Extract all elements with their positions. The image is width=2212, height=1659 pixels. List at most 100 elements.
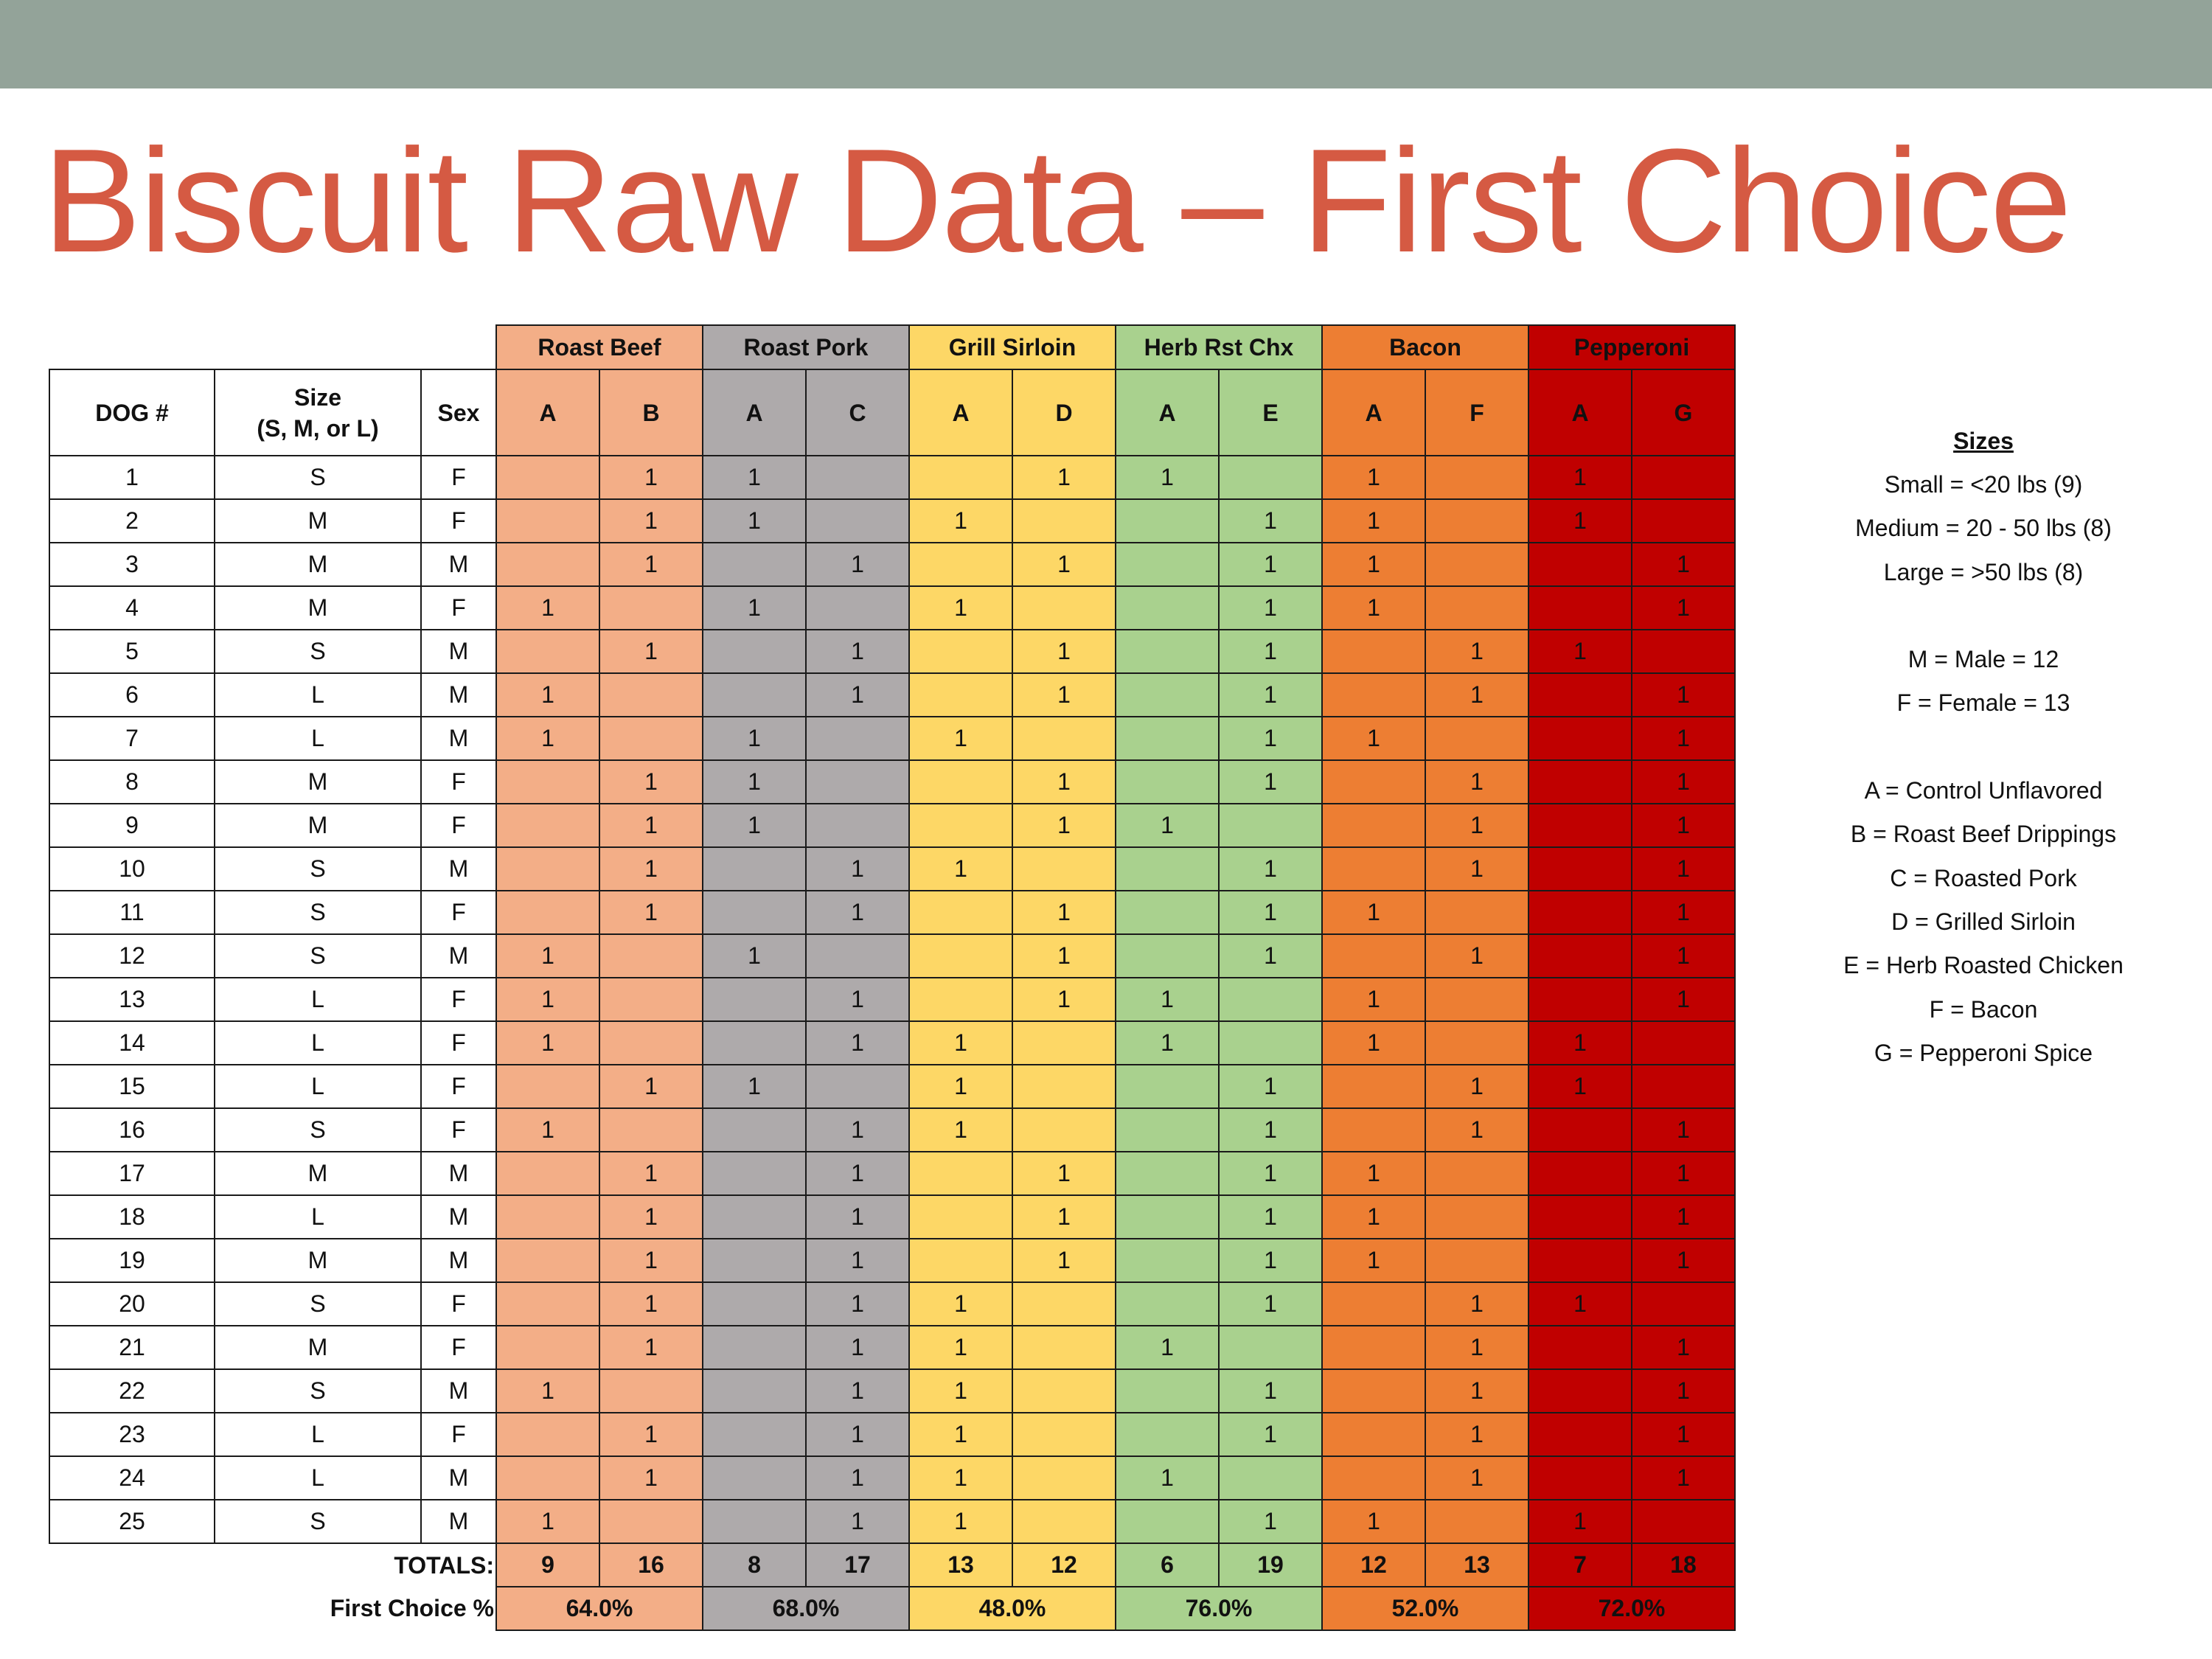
choice-cell: 1: [805, 1107, 910, 1152]
choice-cell: 1: [1321, 1238, 1426, 1283]
choice-cell: 1: [1115, 977, 1220, 1022]
sex-cell: F: [420, 1064, 497, 1109]
choice-cell: 1: [599, 542, 703, 587]
choice-cell: 1: [1631, 585, 1736, 630]
choice-cell: [495, 542, 600, 587]
choice-cell: [702, 1107, 807, 1152]
choice-cell: 1: [599, 629, 703, 674]
choice-cell: 1: [1218, 498, 1323, 543]
choice-cell: 1: [1631, 1151, 1736, 1196]
choice-cell: [702, 1020, 807, 1065]
sex-cell: M: [420, 672, 497, 717]
choice-cell: [599, 1499, 703, 1544]
sex-cell: M: [420, 1499, 497, 1544]
dog-number-cell: 12: [49, 933, 215, 978]
sex-cell: M: [420, 542, 497, 587]
choice-cell: [495, 803, 600, 848]
choice-cell: 1: [805, 1151, 910, 1196]
choice-cell: 1: [1012, 977, 1116, 1022]
choice-cell: [1012, 1499, 1116, 1544]
total-cell: 13: [908, 1543, 1013, 1587]
size-cell: L: [214, 716, 422, 761]
dog-number-cell: 2: [49, 498, 215, 543]
choice-cell: 1: [1218, 1412, 1323, 1457]
choice-cell: 1: [1528, 1281, 1632, 1326]
choice-cell: [1425, 585, 1529, 630]
dog-number-cell: 6: [49, 672, 215, 717]
choice-cell: [1321, 933, 1426, 978]
choice-cell: 1: [599, 455, 703, 500]
dog-number-cell: 19: [49, 1238, 215, 1283]
choice-cell: [1528, 1151, 1632, 1196]
choice-cell: 1: [1321, 716, 1426, 761]
total-cell: 9: [495, 1543, 600, 1587]
choice-cell: [1528, 716, 1632, 761]
choice-cell: 1: [805, 977, 910, 1022]
choice-cell: [599, 933, 703, 978]
choice-cell: [1321, 1325, 1426, 1370]
legend-item: C = Roasted Pork: [1890, 864, 2077, 891]
choice-cell: [495, 1412, 600, 1457]
choice-cell: [1321, 629, 1426, 674]
choice-cell: [1012, 1325, 1116, 1370]
size-cell: S: [214, 1107, 422, 1152]
choice-cell: [1012, 716, 1116, 761]
dog-number-cell: 11: [49, 890, 215, 935]
choice-cell: [1321, 846, 1426, 891]
choice-cell: [1528, 1194, 1632, 1239]
sex-cell: F: [420, 1325, 497, 1370]
dog-number-cell: 25: [49, 1499, 215, 1544]
dog-number-header: DOG #: [49, 369, 215, 456]
choice-cell: 1: [1631, 542, 1736, 587]
choice-cell: [495, 890, 600, 935]
choice-cell: [495, 1238, 600, 1283]
dog-row: 22 S M 1 1 1 1 1 1: [49, 1368, 1736, 1413]
choice-cell: 1: [1528, 629, 1632, 674]
choice-cell: [495, 1064, 600, 1109]
flavor-header: Pepperoni: [1528, 324, 1736, 370]
choice-cell: 1: [1528, 1064, 1632, 1109]
choice-cell: [495, 1281, 600, 1326]
choice-cell: [1115, 672, 1220, 717]
size-cell: M: [214, 498, 422, 543]
choice-cell: 1: [908, 1020, 1013, 1065]
choice-cell: 1: [1425, 846, 1529, 891]
choice-cell: 1: [1012, 455, 1116, 500]
choice-cell: 1: [908, 1107, 1013, 1152]
choice-cell: [908, 1238, 1013, 1283]
sex-cell: F: [420, 977, 497, 1022]
choice-cell: [1631, 455, 1736, 500]
first-choice-pct-label: First Choice %: [330, 1595, 494, 1621]
choice-cell: [1115, 1368, 1220, 1413]
choice-cell: [599, 1020, 703, 1065]
size-cell: L: [214, 1455, 422, 1500]
choice-column-header: D: [1012, 369, 1116, 456]
choice-cell: [805, 759, 910, 804]
choice-cell: [1528, 803, 1632, 848]
choice-cell: [1321, 1412, 1426, 1457]
choice-cell: [1012, 1412, 1116, 1457]
choice-cell: 1: [599, 1455, 703, 1500]
choice-cell: 1: [599, 759, 703, 804]
choice-cell: 1: [599, 1281, 703, 1326]
dog-number-cell: 14: [49, 1020, 215, 1065]
choice-cell: 1: [1425, 629, 1529, 674]
choice-cell: 1: [1012, 1151, 1116, 1196]
choice-cell: 1: [908, 1455, 1013, 1500]
choice-cell: 1: [1631, 1107, 1736, 1152]
choice-cell: 1: [1218, 759, 1323, 804]
choice-cell: [1631, 1281, 1736, 1326]
legend-item: Small = <20 lbs (9): [1884, 471, 2083, 498]
choice-cell: [702, 1238, 807, 1283]
choice-cell: [908, 672, 1013, 717]
choice-cell: 1: [908, 585, 1013, 630]
legend-spacer: [1784, 726, 2183, 769]
choice-cell: 1: [495, 1499, 600, 1544]
choice-cell: [495, 846, 600, 891]
choice-cell: 1: [1115, 1325, 1220, 1370]
total-cell: 17: [805, 1543, 910, 1587]
choice-cell: [702, 1412, 807, 1457]
choice-cell: 1: [1012, 1194, 1116, 1239]
